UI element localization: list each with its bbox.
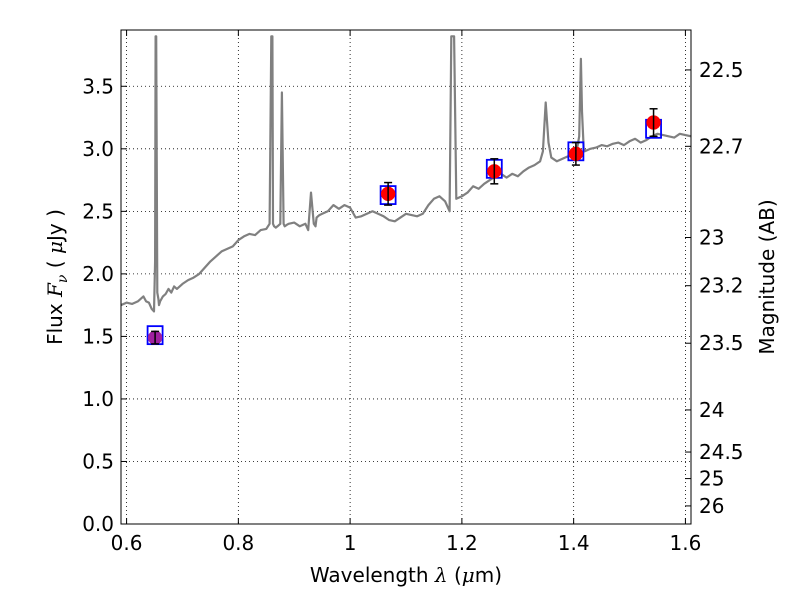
grid (121, 30, 691, 525)
mag-tick-label: 25 (699, 467, 724, 491)
y-tick-label: 3.0 (82, 137, 114, 161)
ticks: 0.6 0.8 1 1.2 1.4 1.6 0.0 0.5 1.0 1.5 2.0 2.5 3.0 3.5… (82, 30, 744, 555)
x-tick-label: 1.4 (558, 531, 590, 555)
y-axis-title: Flux Fν ( μJy ) (43, 209, 71, 345)
y-tick-label: 1.5 (82, 324, 114, 348)
mag-tick-label: 24.5 (699, 440, 744, 464)
plot-frame (120, 29, 692, 525)
y-tick-label: 2.5 (82, 199, 114, 223)
mag-tick-label: 22.5 (699, 58, 744, 82)
y-right-axis-title: Magnitude (AB) (755, 199, 779, 354)
y-tick-label: 2.0 (82, 262, 114, 286)
y-tick-label: 1.0 (82, 387, 114, 411)
mag-tick-label: 23.2 (699, 274, 744, 298)
y-tick-label: 3.5 (82, 74, 114, 98)
spectrum-line (121, 35, 691, 313)
x-tick-label: 1 (344, 531, 357, 555)
y-tick-label: 0.5 (82, 449, 114, 473)
mag-tick-label: 22.7 (699, 134, 744, 158)
x-tick-label: 0.8 (222, 531, 254, 555)
mag-tick-label: 26 (699, 494, 724, 518)
x-axis-title: Wavelength λ (μm) (310, 563, 502, 587)
spectrum-line-group (121, 35, 691, 313)
mag-tick-label: 23 (699, 225, 724, 249)
photometry-group (146, 108, 662, 346)
y-tick-label: 0.0 (82, 512, 114, 536)
x-tick-label: 1.2 (446, 531, 478, 555)
mag-tick-label: 23.5 (699, 331, 744, 355)
x-tick-label: 1.6 (670, 531, 702, 555)
x-tick-label: 0.6 (111, 531, 143, 555)
mag-tick-label: 24 (699, 398, 724, 422)
